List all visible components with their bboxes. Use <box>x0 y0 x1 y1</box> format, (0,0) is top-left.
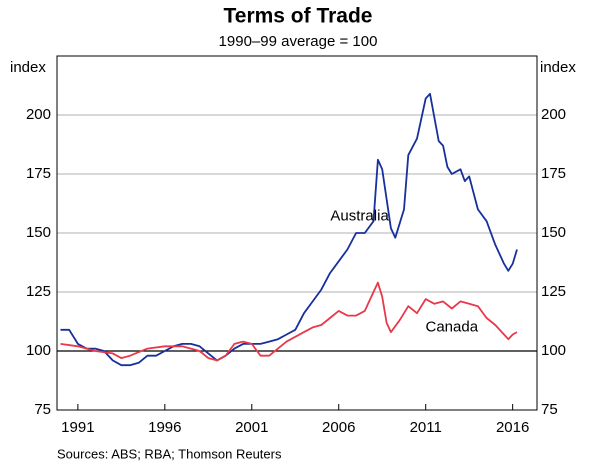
y2-tick-label: 175 <box>541 165 566 182</box>
y2-tick-label: 200 <box>541 106 566 123</box>
chart-title: Terms of Trade <box>224 5 373 28</box>
y-tick-label: 150 <box>26 224 51 241</box>
x-tick-label: 2011 <box>410 419 442 436</box>
y2-axis-label: index <box>540 59 576 76</box>
y2-tick-label: 75 <box>541 401 558 418</box>
y-tick-label: 200 <box>26 106 51 123</box>
y-tick-label: 125 <box>26 283 51 300</box>
x-tick-label: 2016 <box>496 419 529 436</box>
y-tick-label: 100 <box>26 342 51 359</box>
y-tick-label: 175 <box>26 165 51 182</box>
y2-tick-label: 100 <box>541 342 566 359</box>
y-axis-label: index <box>10 59 46 76</box>
series-label: Canada <box>426 318 479 335</box>
line <box>60 92 518 367</box>
plot-frame <box>56 55 538 411</box>
chart-subtitle: 1990–99 average = 100 <box>219 33 378 50</box>
x-tick-label: 2001 <box>235 419 268 436</box>
y2-tick-label: 125 <box>541 283 566 300</box>
y2-tick-label: 150 <box>541 224 566 241</box>
source: Sources: ABS; RBA; Thomson Reuters <box>57 446 282 461</box>
x-tick-label: 2006 <box>322 419 355 436</box>
x-tick-label: 1991 <box>61 419 94 436</box>
line <box>60 281 518 362</box>
series-label: Australia <box>330 207 389 224</box>
y-tick-label: 75 <box>34 401 51 418</box>
x-tick-label: 1996 <box>148 419 181 436</box>
